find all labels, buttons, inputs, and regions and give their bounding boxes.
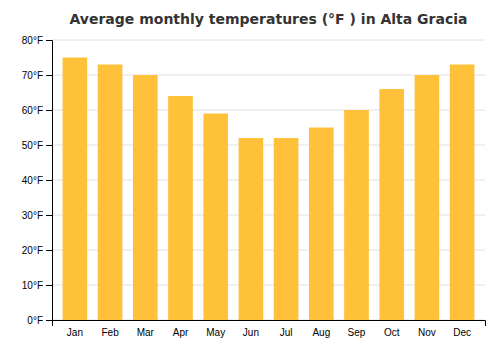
bar xyxy=(168,96,193,320)
y-tick: 40°F xyxy=(22,175,52,186)
x-tick: Jan xyxy=(67,327,83,338)
chart: 0°F 10°F 20°F 30°F 40°F 50°F 60°F 70°F 80°F Jan Fe… xyxy=(0,0,500,350)
x-tick: Feb xyxy=(101,327,119,338)
y-tick-mark xyxy=(46,215,52,216)
grid-line xyxy=(52,40,485,41)
x-tick-label: Feb xyxy=(101,327,119,338)
x-tick-label: Mar xyxy=(137,327,155,338)
x-tick: Nov xyxy=(418,327,436,338)
x-tick-label: Sep xyxy=(348,327,366,338)
y-tick-mark xyxy=(46,285,52,286)
y-tick: 20°F xyxy=(22,245,52,256)
bar xyxy=(344,110,369,320)
x-tick-label: Aug xyxy=(312,327,330,338)
bar xyxy=(309,128,334,321)
y-tick-label: 20°F xyxy=(22,245,43,256)
y-tick-mark xyxy=(46,40,52,41)
y-tick: 10°F xyxy=(22,280,52,291)
x-tick-label: Jun xyxy=(243,327,259,338)
bar xyxy=(450,65,475,321)
bar xyxy=(203,114,228,321)
y-tick: 70°F xyxy=(22,70,52,81)
y-tick-label: 60°F xyxy=(22,105,43,116)
y-tick: 0°F xyxy=(27,315,52,326)
x-tick: Jul xyxy=(280,327,293,338)
grid xyxy=(52,40,485,320)
bar xyxy=(274,138,299,320)
bar xyxy=(133,75,158,320)
y-tick: 30°F xyxy=(22,210,52,221)
y-tick-mark xyxy=(46,320,52,321)
y-tick: 80°F xyxy=(22,35,52,46)
bar xyxy=(415,75,440,320)
y-tick-label: 50°F xyxy=(22,140,43,151)
x-tick-label: Jul xyxy=(280,327,293,338)
y-tick-label: 30°F xyxy=(22,210,43,221)
x-tick: May xyxy=(206,327,225,338)
y-tick-label: 80°F xyxy=(22,35,43,46)
x-tick-label: Dec xyxy=(453,327,471,338)
plot: 0°F 10°F 20°F 30°F 40°F 50°F 60°F 70°F 80°F Jan Fe… xyxy=(22,35,486,338)
bar xyxy=(98,65,123,321)
y-tick-label: 70°F xyxy=(22,70,43,81)
bar xyxy=(63,58,88,321)
y-tick-mark xyxy=(46,145,52,146)
y-tick-mark xyxy=(46,75,52,76)
x-tick-label: Jan xyxy=(67,327,83,338)
y-axis: 0°F 10°F 20°F 30°F 40°F 50°F 60°F 70°F 80°F xyxy=(22,35,53,326)
x-tick-label: Apr xyxy=(173,327,189,338)
x-axis: Jan Feb Mar Apr May Jun Jul Aug Sep Oct Nov Dec xyxy=(53,321,486,339)
x-tick: Mar xyxy=(137,327,155,338)
y-tick-mark xyxy=(46,250,52,251)
y-tick-label: 10°F xyxy=(22,280,43,291)
y-tick: 50°F xyxy=(22,140,52,151)
bar xyxy=(239,138,264,320)
x-tick-label: Oct xyxy=(384,327,400,338)
y-tick-mark xyxy=(46,110,52,111)
x-tick-label: May xyxy=(206,327,225,338)
y-tick: 60°F xyxy=(22,105,52,116)
y-axis-line xyxy=(46,41,53,321)
bar xyxy=(379,89,404,320)
title: Average monthly temperatures (°F ) in Al… xyxy=(69,11,467,27)
x-tick: Aug xyxy=(312,327,330,338)
x-tick: Apr xyxy=(173,327,189,338)
x-tick-label: Nov xyxy=(418,327,436,338)
x-tick: Dec xyxy=(453,327,471,338)
bars xyxy=(63,58,475,321)
y-tick-label: 0°F xyxy=(27,315,43,326)
y-tick-mark xyxy=(46,180,52,181)
x-tick: Jun xyxy=(243,327,259,338)
y-tick-label: 40°F xyxy=(22,175,43,186)
x-tick: Sep xyxy=(348,327,366,338)
x-axis-line xyxy=(53,321,486,327)
x-tick: Oct xyxy=(384,327,400,338)
